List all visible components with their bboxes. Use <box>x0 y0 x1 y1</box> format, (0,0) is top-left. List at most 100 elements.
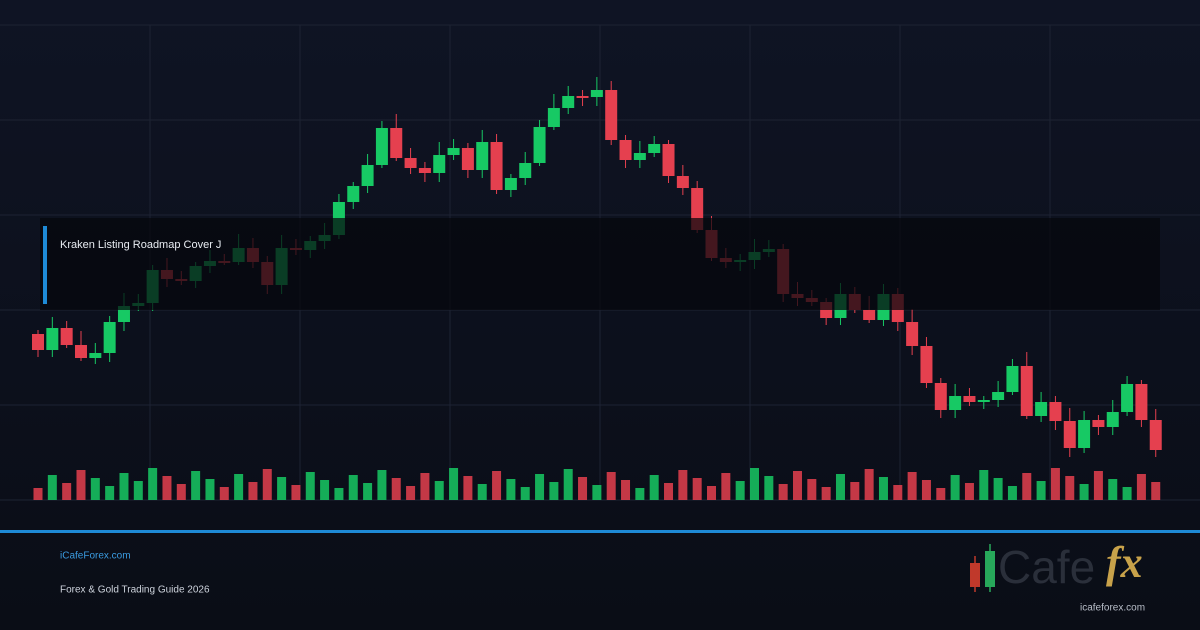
volume-bar <box>692 478 702 500</box>
volume-bar <box>664 483 674 500</box>
volume-bar <box>191 471 201 500</box>
volume-bar <box>1093 471 1103 500</box>
volume-bar <box>377 470 387 500</box>
candle <box>347 186 360 202</box>
volume-bar <box>119 473 129 500</box>
candle <box>361 165 374 186</box>
volume-bar <box>936 488 946 500</box>
volume-bar <box>592 485 602 500</box>
volume-bar <box>635 488 645 500</box>
volume-bar <box>506 479 516 500</box>
candle <box>1063 421 1076 448</box>
volume-bar <box>133 481 143 500</box>
logo-wordmark: Cafe <box>998 541 1095 593</box>
volume-bar <box>993 478 1003 500</box>
candle <box>863 310 876 320</box>
volume-bar <box>1122 487 1132 500</box>
volume-bar <box>1036 481 1046 500</box>
candle <box>476 142 489 170</box>
volume-bar <box>1079 484 1089 500</box>
volume-bar <box>291 485 301 500</box>
candle <box>605 90 618 140</box>
candle <box>920 346 933 383</box>
candle <box>390 128 403 158</box>
volume-bar <box>33 488 43 500</box>
volume-bar <box>262 469 272 500</box>
volume-bar <box>678 470 688 500</box>
candle <box>533 127 546 163</box>
volume-bar <box>950 475 960 500</box>
candle <box>648 144 661 153</box>
volume-bar <box>1007 486 1017 500</box>
volume-bar <box>649 475 659 500</box>
candle <box>934 383 947 410</box>
volume-bar <box>463 476 473 500</box>
volume-bar <box>520 487 530 500</box>
volume-bar <box>47 475 57 500</box>
candle <box>103 322 116 353</box>
volume-bar <box>1136 474 1146 500</box>
candle <box>547 108 560 127</box>
candle <box>576 96 589 98</box>
volume-bar <box>878 477 888 500</box>
volume-bar <box>921 480 931 500</box>
logo-candle <box>985 551 995 587</box>
logo-candle <box>970 563 980 587</box>
volume-bar <box>807 479 817 500</box>
candle <box>60 328 73 345</box>
volume-bar <box>907 472 917 500</box>
volume-bar <box>1022 473 1032 500</box>
volume-bar <box>162 476 172 500</box>
volume-bar <box>563 469 573 500</box>
volume-bar <box>176 484 186 500</box>
candle <box>949 396 962 410</box>
volume-bar <box>721 473 731 500</box>
volume-bar <box>348 475 358 500</box>
candle <box>963 396 976 402</box>
volume-bar <box>549 482 559 500</box>
candle <box>418 168 431 173</box>
candle <box>74 345 87 358</box>
candle <box>1121 384 1134 412</box>
volume-bar <box>406 486 416 500</box>
candle <box>992 392 1005 400</box>
site-link[interactable]: iCafeForex.com <box>60 551 131 562</box>
candle <box>676 176 689 188</box>
volume-bar <box>434 481 444 500</box>
volume-bar <box>363 483 373 500</box>
volume-bar <box>1065 476 1075 500</box>
volume-bar <box>764 476 774 500</box>
logo: Cafe fx icafeforex.com <box>970 538 1145 614</box>
volume-bar <box>76 470 86 500</box>
volume-bar <box>62 483 72 500</box>
candle <box>519 163 532 178</box>
candle <box>461 148 474 170</box>
volume-bar <box>835 474 845 500</box>
candle <box>1020 366 1033 416</box>
volume-bar <box>821 487 831 500</box>
volume-bar <box>578 477 588 500</box>
candle <box>447 148 460 155</box>
candle <box>433 155 446 173</box>
volume-bar <box>492 471 502 500</box>
volume-bar <box>535 474 545 500</box>
candle <box>404 158 417 168</box>
title: Kraken Listing Roadmap Cover J <box>60 239 221 251</box>
volume-bar <box>1108 479 1118 500</box>
volume-bar <box>420 473 430 500</box>
volume-bar <box>735 481 745 500</box>
volume-bar <box>219 487 229 500</box>
candle <box>1092 420 1105 427</box>
volume-bar <box>893 485 903 500</box>
volume-bar <box>90 478 100 500</box>
volume-bar <box>707 486 717 500</box>
volume-bar <box>277 477 287 500</box>
candle <box>619 140 632 160</box>
candle <box>633 153 646 160</box>
title-panel <box>40 218 1160 310</box>
volume-bar <box>864 469 874 500</box>
candle <box>1135 384 1148 420</box>
candle <box>977 400 990 402</box>
volume-bar <box>334 488 344 500</box>
candle <box>504 178 517 190</box>
